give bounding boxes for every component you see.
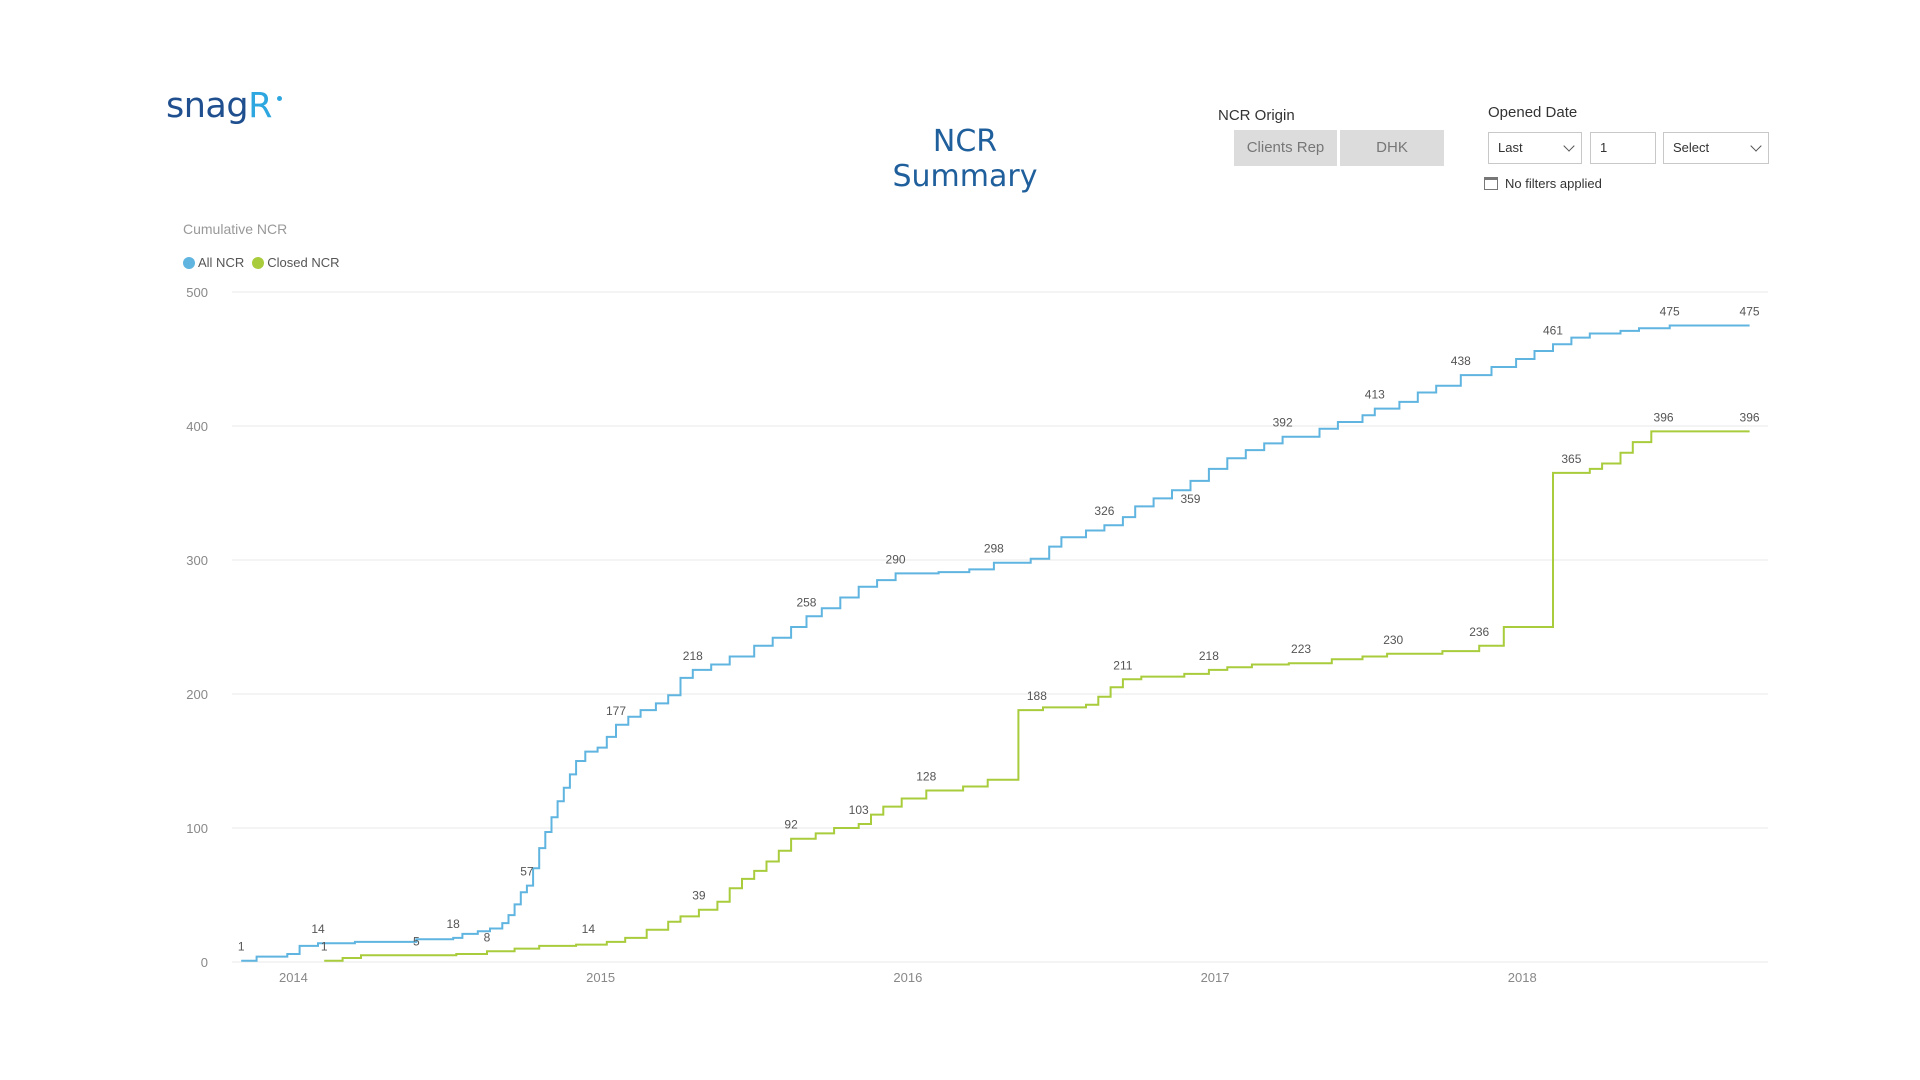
unit-dropdown[interactable]: Select (1663, 132, 1769, 164)
legend-item-all-ncr[interactable]: All NCR (183, 255, 244, 270)
data-label: 298 (984, 542, 1004, 556)
legend-label-closed-ncr: Closed NCR (267, 255, 340, 270)
logo-dot-icon (276, 96, 282, 101)
y-tick-label: 500 (186, 285, 208, 300)
y-tick-label: 400 (186, 419, 208, 434)
data-label: 223 (1291, 642, 1311, 656)
legend-dot-closed-ncr (252, 256, 265, 269)
y-tick-label: 100 (186, 821, 208, 836)
data-label: 218 (1199, 649, 1219, 663)
data-label: 103 (849, 803, 869, 817)
data-label: 5 (413, 934, 420, 948)
unit-value: Select (1673, 140, 1710, 155)
x-tick-label: 2015 (586, 970, 615, 985)
data-label: 57 (520, 865, 534, 879)
opened-date-label: Opened Date (1488, 104, 1578, 121)
filter-status: No filters applied (1484, 176, 1602, 191)
count-input[interactable]: 1 (1590, 132, 1656, 164)
chart-title: Cumulative NCR (183, 221, 288, 237)
data-label: 396 (1654, 410, 1674, 424)
series-line-closed-ncr (324, 430, 1750, 962)
data-label: 18 (447, 917, 461, 931)
data-label: 359 (1180, 492, 1200, 506)
x-tick-label: 2017 (1201, 970, 1230, 985)
data-label: 392 (1273, 416, 1293, 430)
page-title: NCR Summary (892, 124, 1038, 194)
x-tick-label: 2014 (279, 970, 308, 985)
data-label: 128 (916, 769, 936, 783)
data-label: 14 (311, 922, 325, 936)
origin-option-clients-rep[interactable]: Clients Rep (1234, 130, 1337, 166)
data-label: 8 (484, 930, 491, 944)
data-label: 92 (784, 818, 798, 832)
data-label: 1 (321, 940, 328, 954)
legend-dot-all-ncr (183, 256, 195, 269)
y-tick-label: 200 (186, 687, 208, 702)
series-line-all-ncr (241, 324, 1750, 962)
y-tick-label: 0 (201, 955, 208, 970)
legend-label-all-ncr: All NCR (198, 255, 245, 270)
data-label: 475 (1660, 305, 1680, 319)
data-label: 14 (582, 922, 596, 936)
data-label: 188 (1027, 689, 1047, 703)
legend-item-closed-ncr[interactable]: Closed NCR (252, 255, 339, 270)
chart-legend: All NCR Closed NCR (183, 255, 339, 270)
data-label: 177 (606, 704, 626, 718)
data-label: 461 (1543, 323, 1563, 337)
data-label: 326 (1094, 504, 1114, 518)
x-tick-label: 2016 (893, 970, 922, 985)
x-tick-label: 2018 (1508, 970, 1537, 985)
filter-status-text: No filters applied (1505, 176, 1602, 191)
data-label: 236 (1469, 625, 1489, 639)
data-label: 258 (796, 595, 816, 609)
data-label: 1 (238, 940, 245, 954)
logo-text: snag (166, 86, 249, 126)
period-dropdown[interactable]: Last (1488, 132, 1582, 164)
data-label: 218 (683, 649, 703, 663)
logo-accent-text: R (248, 86, 272, 126)
y-tick-label: 300 (186, 553, 208, 568)
data-label: 413 (1365, 388, 1385, 402)
count-value: 1 (1600, 140, 1608, 155)
data-label: 396 (1740, 410, 1760, 424)
data-label: 365 (1561, 452, 1581, 466)
period-value: Last (1498, 140, 1523, 155)
origin-option-dhk[interactable]: DHK (1340, 130, 1444, 166)
data-label: 290 (886, 552, 906, 566)
data-label: 211 (1113, 658, 1132, 672)
ncr-origin-label: NCR Origin (1218, 107, 1295, 124)
snagr-logo: snagR (166, 86, 282, 126)
data-label: 39 (692, 889, 706, 903)
data-label: 438 (1451, 354, 1471, 368)
data-label: 230 (1383, 633, 1403, 647)
data-label: 475 (1740, 305, 1760, 319)
calendar-icon (1484, 177, 1498, 190)
